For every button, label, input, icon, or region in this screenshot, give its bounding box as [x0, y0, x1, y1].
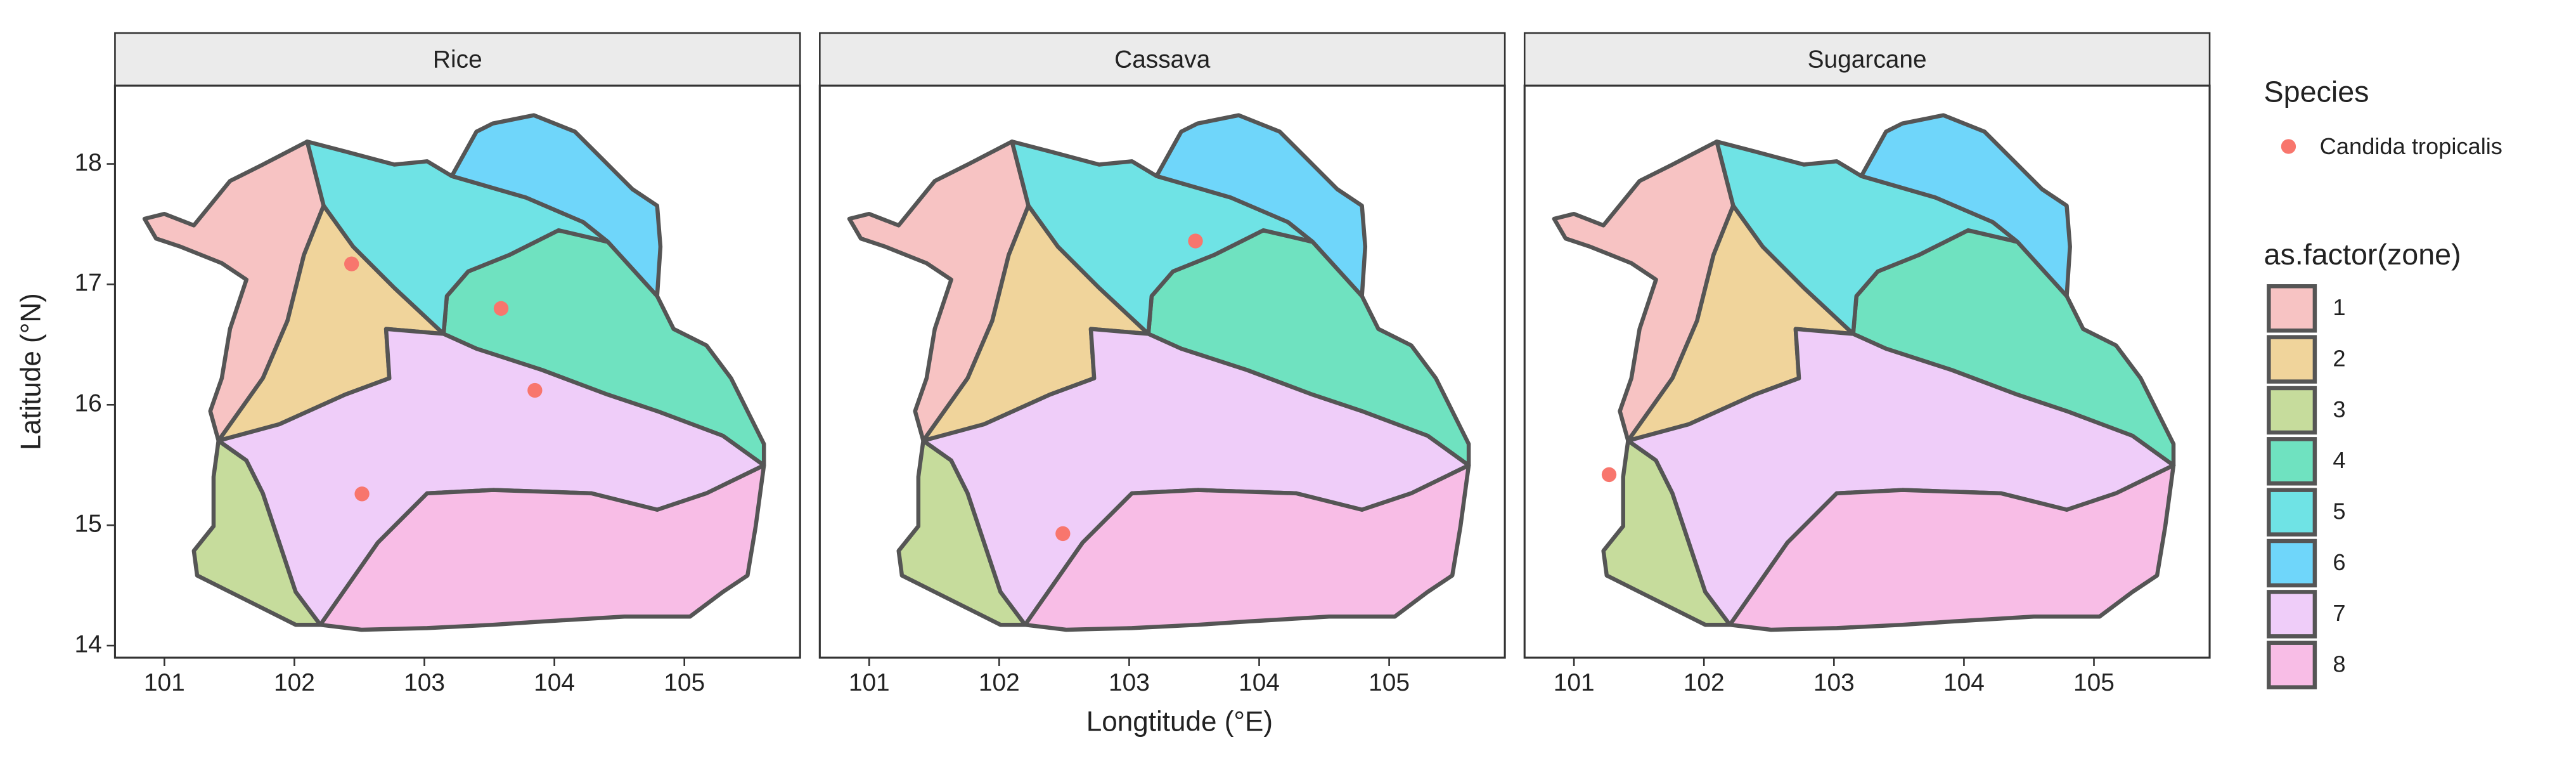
legend-key [2267, 386, 2317, 435]
point [354, 486, 370, 502]
legend-label: 3 [2333, 396, 2345, 422]
zone-region [318, 463, 766, 632]
legend-label: Candida tropicalis [2320, 133, 2502, 159]
x-tick-label: 103 [1109, 669, 1150, 696]
point [1188, 233, 1203, 249]
x-tick-label: 104 [1943, 669, 1985, 696]
panel-border [818, 84, 1506, 659]
y-tick-label: 17 [74, 270, 101, 297]
y-axis-label: Latitude (°N) [15, 293, 46, 450]
x-tick-label: 102 [274, 669, 315, 696]
y-tick-label: 16 [74, 390, 101, 417]
legend-key [2267, 437, 2317, 486]
x-tick-label: 102 [979, 669, 1020, 696]
legend-key [2267, 335, 2317, 384]
legend-key [2267, 284, 2317, 333]
x-tick-label: 105 [1368, 669, 1410, 696]
x-tick-label: 104 [1239, 669, 1280, 696]
zone-region [305, 139, 610, 336]
point [1055, 526, 1071, 542]
point [493, 301, 509, 316]
legend-marker [2281, 139, 2296, 154]
point [527, 382, 543, 398]
legend-label: 5 [2333, 498, 2345, 524]
legend-label: 7 [2333, 600, 2345, 626]
x-tick-label: 103 [1813, 669, 1855, 696]
zone-region [1727, 463, 2176, 632]
legend-label: 6 [2333, 549, 2345, 575]
x-axis-label: Longtitude (°E) [1086, 706, 1273, 737]
zone-region [449, 113, 663, 299]
zone-region [1023, 463, 1471, 632]
strip [1523, 32, 2211, 87]
zone-region [1010, 139, 1315, 336]
y-tick-label: 14 [74, 630, 101, 658]
legend-key [2267, 488, 2317, 537]
x-tick-label: 101 [1554, 669, 1595, 696]
y-tick-label: 18 [74, 149, 101, 176]
legend-label: 8 [2333, 651, 2345, 677]
panel-border [1523, 84, 2211, 659]
legend-key [2267, 538, 2317, 588]
x-tick-label: 102 [1684, 669, 1725, 696]
zone-region [1154, 113, 1368, 299]
zone-region [1859, 113, 2072, 299]
x-tick-label: 105 [2073, 669, 2115, 696]
facet-title: Cassava [1114, 46, 1211, 73]
facet-title: Rice [433, 46, 482, 73]
x-tick-label: 104 [534, 669, 575, 696]
x-tick-label: 101 [849, 669, 890, 696]
strip [114, 32, 801, 87]
strip [819, 32, 1506, 87]
legend-label: 1 [2333, 294, 2345, 320]
point [1601, 467, 1617, 483]
legend-title: as.factor(zone) [2264, 238, 2461, 271]
legend-label: 4 [2333, 447, 2345, 473]
legend-title: Species [2264, 75, 2369, 108]
zone-region [1715, 139, 2020, 336]
x-tick-label: 103 [404, 669, 445, 696]
panel-border [113, 84, 801, 659]
x-tick-label: 101 [144, 669, 185, 696]
legend-label: 2 [2333, 345, 2345, 371]
legend-key [2267, 641, 2317, 689]
y-tick-label: 15 [74, 510, 101, 537]
x-tick-label: 105 [664, 669, 705, 696]
point [344, 256, 359, 271]
facet-title: Sugarcane [1808, 46, 1927, 73]
legend-key [2267, 590, 2317, 639]
